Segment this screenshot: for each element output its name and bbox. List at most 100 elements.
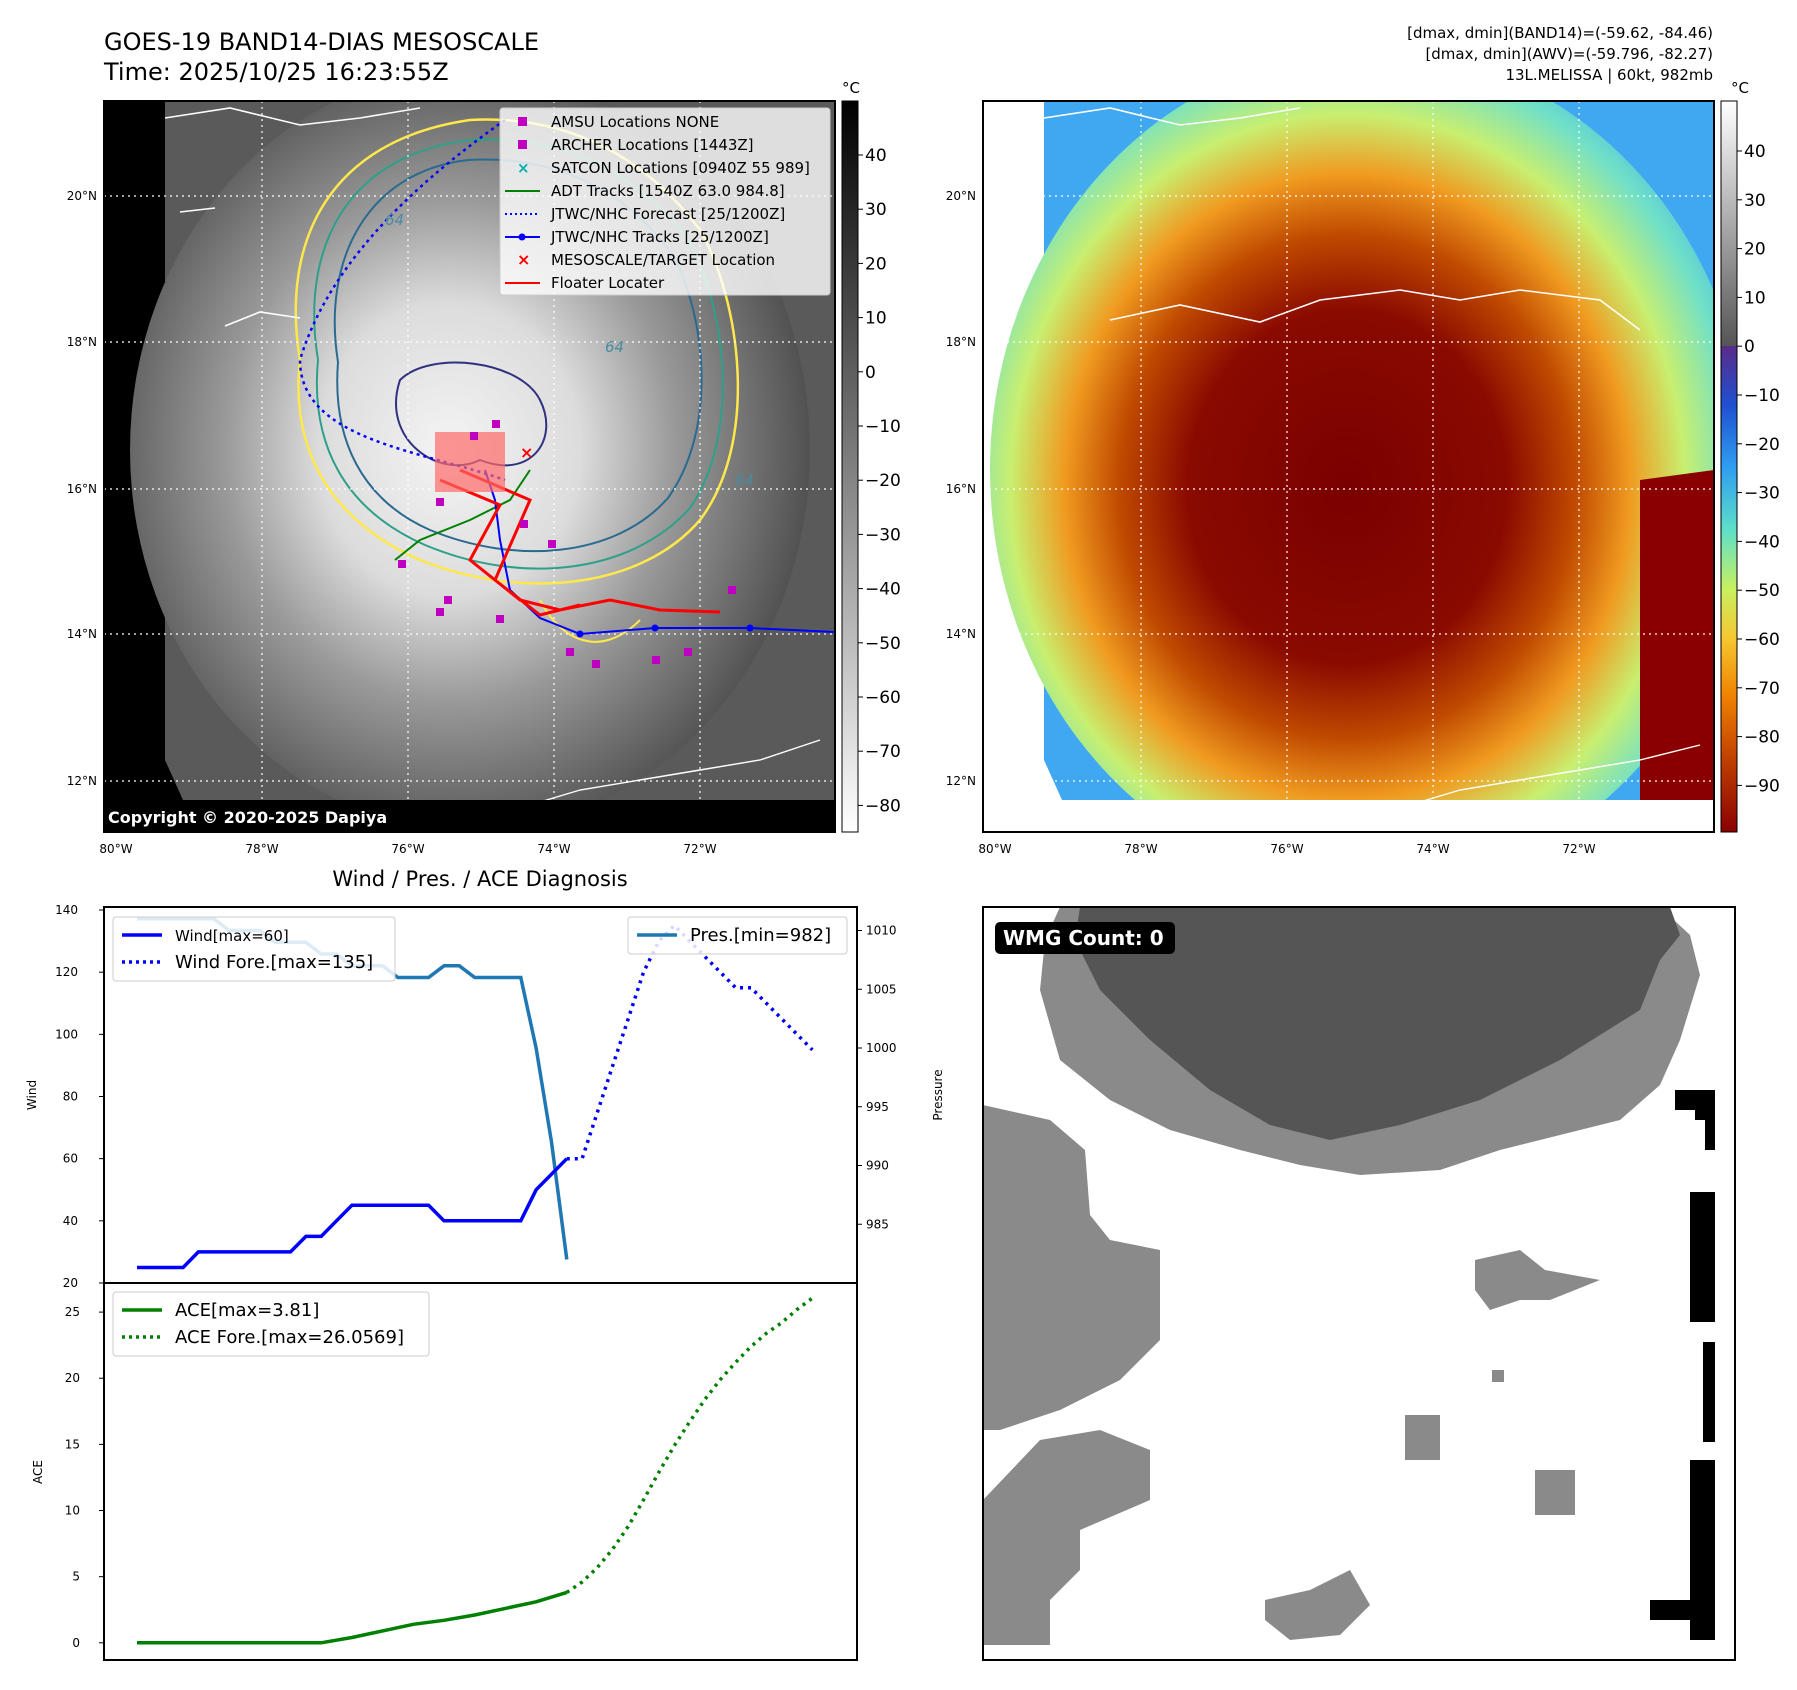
map-legend-label: JTWC/NHC Forecast [25/1200Z]: [550, 205, 785, 223]
latitude-label: 20°N: [946, 189, 976, 203]
longitude-label: 72°W: [683, 842, 716, 856]
map2-longitude-labels: 80°W 78°W 76°W 74°W 72°W: [978, 842, 1595, 856]
info-line-2: [dmax, dmin](AWV)=(-59.796, -82.27): [1425, 45, 1713, 63]
pressure-tick-label: 1005: [866, 982, 897, 996]
ace-axis-label: ACE: [31, 1460, 45, 1484]
ace-legend: ACE[max=3.81] ACE Fore.[max=26.0569]: [112, 1291, 430, 1357]
latitude-label: 14°N: [67, 627, 97, 641]
map-frame: [982, 100, 1715, 833]
track-point: [651, 624, 659, 632]
colorbar-tick-label: −30: [1744, 484, 1780, 504]
map-legend-entry: × SATCON Locations [0940Z 55 989]: [517, 159, 810, 177]
wind-legend: Wind[max=60] Wind Fore.[max=135]: [112, 916, 396, 982]
colorbar-tick-label: 0: [865, 363, 876, 383]
longitude-label: 78°W: [245, 842, 278, 856]
colorbar-tick-label: 40: [1744, 142, 1766, 162]
map-legend-entry: AMSU Locations NONE: [518, 113, 719, 131]
colorbar-tick-label: −40: [865, 580, 901, 600]
map-legend-entry: × MESOSCALE/TARGET Location: [517, 250, 775, 269]
map-legend-label: MESOSCALE/TARGET Location: [551, 251, 775, 269]
svg-text:×: ×: [517, 159, 530, 177]
colorbar-tick-label: 10: [1744, 288, 1766, 308]
colorbar-tick-label: −60: [865, 688, 901, 708]
colorbar-tick-label: 30: [865, 200, 887, 220]
map1-latitude-labels: 20°N 18°N 16°N 14°N 12°N: [67, 189, 97, 788]
coastline-south: [1399, 744, 1701, 809]
legend-pressure: Pres.[min=982]: [690, 925, 831, 946]
colorbar-tick-label: −90: [1744, 776, 1780, 796]
map-legend-label: ARCHER Locations [1443Z]: [551, 136, 754, 154]
colorbar-unit: °C: [842, 79, 860, 97]
ace-forecast-line: [565, 1296, 814, 1594]
colorbar-tick-label: 20: [865, 254, 887, 274]
longitude-label: 74°W: [537, 842, 570, 856]
colorbar-tick-label: −80: [1744, 728, 1780, 748]
colorbar-tick-label: −10: [865, 417, 901, 437]
pressure-tick-label: 1000: [866, 1041, 897, 1055]
title-line-1: GOES-19 BAND14-DIAS MESOSCALE: [104, 28, 539, 56]
longitude-label: 76°W: [391, 842, 424, 856]
map-legend-label: JTWC/NHC Tracks [25/1200Z]: [550, 228, 769, 246]
colorbar-tick-label: −50: [865, 634, 901, 654]
info-line-3: 13L.MELISSA | 60kt, 982mb: [1505, 66, 1713, 84]
colorbar-tick-label: −50: [1744, 581, 1780, 601]
legend-wind: Wind[max=60]: [175, 927, 289, 945]
colorbar-tick-label: 20: [1744, 240, 1766, 260]
track-point: [746, 624, 754, 632]
coastline-south: [519, 739, 821, 809]
wind-tick-label: 80: [63, 1090, 78, 1104]
colorbar-tick-label: −80: [865, 796, 901, 816]
target-marker: ×: [520, 443, 533, 462]
map-legend-label: ADT Tracks [1540Z 63.0 984.8]: [551, 182, 785, 200]
legend-wind-forecast: Wind Fore.[max=135]: [175, 952, 373, 973]
ace-tick-label: 0: [72, 1636, 80, 1650]
longitude-label: 76°W: [1270, 842, 1303, 856]
wind-line: [137, 1157, 569, 1270]
wind-axis-ticks: 140 120 100 80 60 40 20: [55, 903, 104, 1290]
latitude-label: 12°N: [67, 774, 97, 788]
colorbar-tick-label: 0: [1744, 337, 1755, 357]
copyright-text: Copyright © 2020-2025 Dapiya: [108, 808, 387, 827]
legend-ace-forecast: ACE Fore.[max=26.0569]: [175, 1327, 404, 1348]
latitude-label: 18°N: [67, 335, 97, 349]
colorbar-tick-label: −60: [1744, 630, 1780, 650]
wind-tick-label: 120: [55, 965, 78, 979]
legend-ace: ACE[max=3.81]: [175, 1300, 319, 1321]
ace-tick-label: 10: [65, 1504, 80, 1518]
latitude-label: 18°N: [946, 335, 976, 349]
colorbar-tick-label: 40: [865, 146, 887, 166]
ace-line: [137, 1590, 568, 1645]
pressure-tick-label: 985: [866, 1217, 889, 1231]
wmg-panel: WMG Count: 0: [982, 906, 1736, 1661]
map1-longitude-labels: 80°W 78°W 76°W 74°W 72°W: [99, 842, 716, 856]
colorbar-tick-label: 30: [1744, 191, 1766, 211]
map-legend-label: SATCON Locations [0940Z 55 989]: [551, 159, 810, 177]
ace-axis-ticks: 25 20 15 10 5 0: [65, 1305, 104, 1650]
latitude-label: 16°N: [67, 482, 97, 496]
coastline: [164, 107, 421, 327]
map2-latitude-labels: 20°N 18°N 16°N 14°N 12°N: [946, 189, 976, 788]
contour-label: 64: [735, 471, 754, 489]
colorbar-tick-label: −10: [1744, 386, 1780, 406]
map-grid: [983, 101, 1714, 832]
copyright-bar: [104, 800, 835, 832]
map-grayscale-panel: × 64 64 64 Copyright © 2020-2025 Dapiya: [103, 100, 836, 833]
cold-cloud-east: [1640, 470, 1714, 800]
latitude-label: 12°N: [946, 774, 976, 788]
map-legend: AMSU Locations NONE ARCHER Locations [144…: [499, 107, 831, 296]
colorbar-tick-label: −70: [1744, 679, 1780, 699]
wind-tick-label: 100: [55, 1027, 78, 1041]
ace-tick-label: 20: [65, 1371, 80, 1385]
floater-locater: [439, 468, 721, 617]
ace-tick-label: 15: [65, 1437, 80, 1451]
wind-tick-label: 20: [63, 1276, 78, 1290]
map-legend-entry: JTWC/NHC Forecast [25/1200Z]: [505, 205, 785, 223]
map-legend-entry: ARCHER Locations [1443Z]: [518, 136, 754, 154]
title-line-2: Time: 2025/10/25 16:23:55Z: [103, 58, 449, 86]
pressure-axis-label: Pressure: [931, 1069, 945, 1120]
colorbar-tick-label: −40: [1744, 532, 1780, 552]
latitude-label: 14°N: [946, 627, 976, 641]
map-legend-entry: Floater Locater: [505, 274, 665, 292]
wind-axis-label: Wind: [25, 1080, 39, 1110]
